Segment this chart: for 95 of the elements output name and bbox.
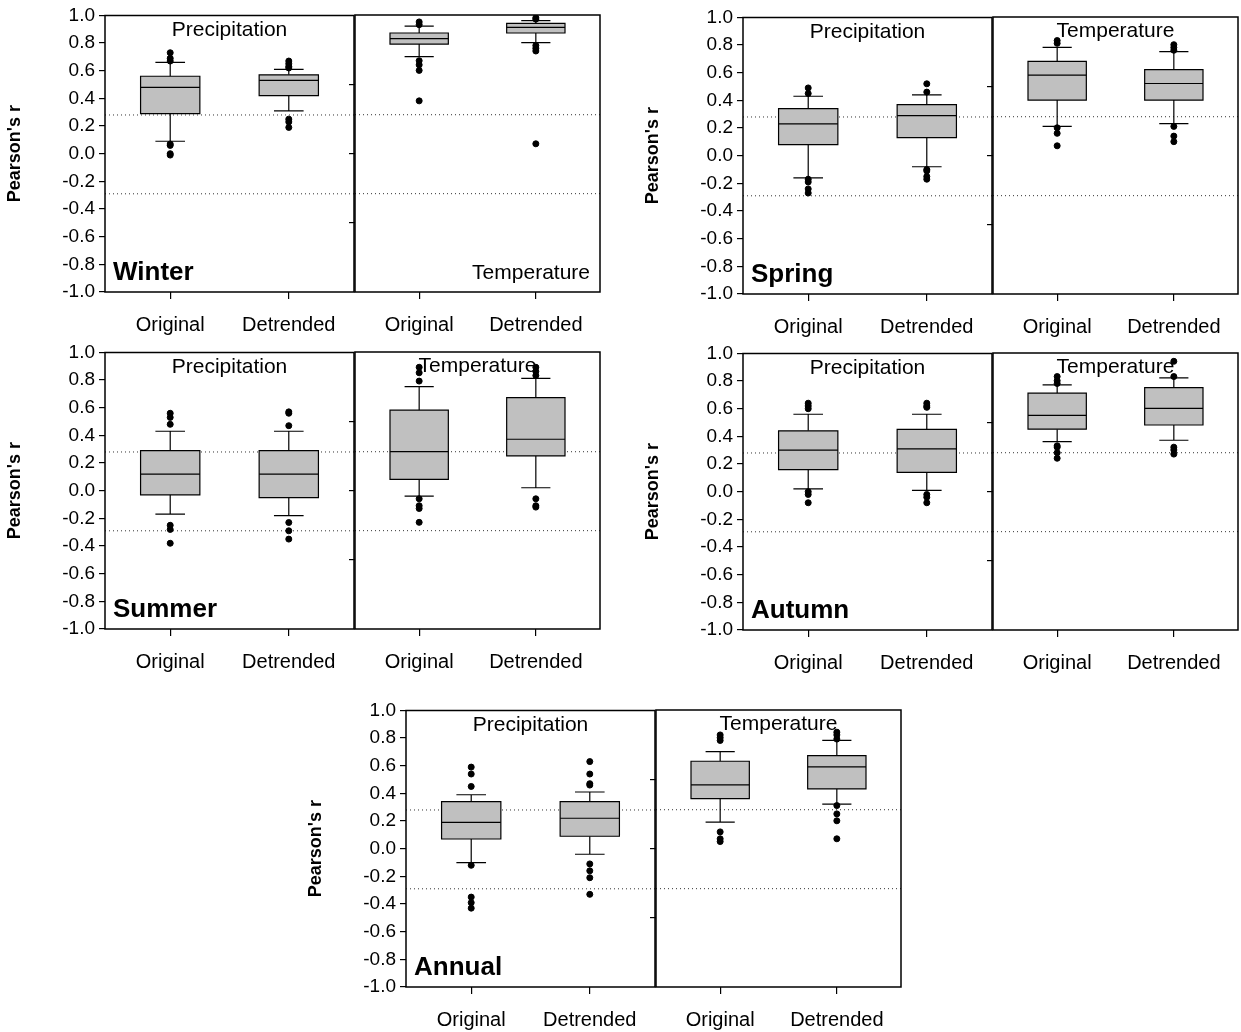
y-tick-label: -0.4 [62,197,96,219]
y-tick-label: -0.6 [700,562,733,584]
y-tick-label: -1.0 [62,617,95,639]
x-tick-label: Original [384,312,454,335]
y-tick-label: 0.2 [706,116,733,138]
x-tick-label: Detrended [242,649,336,672]
y-tick-label: -0.2 [700,507,733,529]
chart-title: Precipitation [809,18,926,42]
y-tick-label: -0.6 [700,226,733,248]
y-tick-label: -0.2 [62,506,95,528]
y-tick-label: 1.0 [706,5,733,27]
y-tick-label: 0.6 [706,60,733,82]
annotation: Spring [751,258,834,289]
x-tick-label: Original [135,649,205,672]
annotation: Autumn [751,594,850,625]
y-tick-label: 1.0 [68,340,95,362]
y-tick-label: 0.4 [706,88,734,110]
y-tick-label: -0.4 [700,535,734,557]
y-tick-label: 0.0 [706,479,733,501]
y-tick-label: -0.2 [62,169,95,191]
y-axis-title: Pearson's r [3,105,24,203]
x-tick-label: Original [773,650,843,673]
y-tick-label: 1.0 [68,3,95,25]
chart-title: Precipitation [171,353,288,377]
y-tick-label: 0.6 [706,396,733,418]
x-tick-label: Detrended [543,1007,637,1030]
y-axis-title: Pearson's r [3,442,24,540]
y-tick-label: 0.0 [706,143,733,165]
x-tick-label: Original [1022,314,1092,337]
x-tick-label: Original [436,1007,506,1030]
y-tick-label: 0.4 [369,781,397,803]
y-tick-label: -0.8 [62,589,95,611]
x-tick-label: Detrended [1127,650,1221,673]
y-tick-label: -0.6 [62,561,95,583]
text: Temperature [472,260,590,284]
x-tick-label: Original [773,314,843,337]
x-tick-label: Detrended [880,650,974,673]
y-tick-label: -0.4 [363,892,397,914]
x-tick-label: Detrended [489,312,583,335]
y-tick-label: 0.8 [706,369,733,391]
y-tick-label: -1.0 [62,280,95,302]
y-tick-label: 0.8 [369,726,396,748]
annotation: Winter [113,256,194,287]
chart-title: Temperature [719,711,838,735]
x-tick-label: Original [135,312,205,335]
chart-title: Temperature [418,353,537,377]
y-tick-label: 0.2 [706,452,733,474]
y-tick-label: -0.8 [700,590,733,612]
y-tick-label: -1.0 [700,282,733,304]
chart-title: Precipitation [171,16,288,40]
y-tick-label: 0.4 [706,424,734,446]
chart-title: Temperature [1056,354,1175,378]
y-tick-label: 1.0 [706,341,733,363]
y-tick-label: -0.8 [62,252,95,274]
y-tick-label: 0.2 [369,809,396,831]
x-tick-label: Detrended [1127,314,1221,337]
y-axis-title: Pearson's r [641,443,662,541]
y-tick-label: -0.4 [62,534,96,556]
y-tick-label: 0.4 [68,423,96,445]
annotation: Annual [414,951,503,982]
y-tick-label: 0.0 [68,478,95,500]
y-tick-label: 0.8 [706,33,733,55]
y-tick-label: 0.8 [68,368,95,390]
annotation: Summer [113,593,218,624]
y-tick-label: -0.2 [700,171,733,193]
x-tick-label: Detrended [790,1007,884,1030]
y-tick-label: 0.2 [68,114,95,136]
chart-title: Precipitation [809,354,926,378]
y-tick-label: -0.2 [363,864,396,886]
y-tick-label: 1.0 [369,698,396,720]
y-tick-label: 0.6 [68,58,95,80]
y-tick-label: -1.0 [363,975,396,997]
y-tick-label: 0.2 [68,451,95,473]
y-axis-title: Pearson's r [304,800,325,898]
y-tick-label: -0.8 [700,254,733,276]
y-tick-label: -0.8 [363,947,396,969]
x-tick-label: Original [685,1007,755,1030]
chart-title: Temperature [1056,18,1175,42]
y-tick-label: -1.0 [700,618,733,640]
y-tick-label: -0.6 [62,224,95,246]
y-tick-label: -0.4 [700,199,734,221]
y-tick-label: 0.0 [369,836,396,858]
y-tick-label: 0.8 [68,31,95,53]
chart-title: Precipitation [472,711,589,735]
y-tick-label: 0.6 [369,753,396,775]
y-axis-title: Pearson's r [641,107,662,205]
x-tick-label: Detrended [880,314,974,337]
y-tick-label: 0.0 [68,141,95,163]
y-tick-label: 0.6 [68,395,95,417]
x-tick-label: Detrended [489,649,583,672]
x-tick-label: Original [1022,650,1092,673]
y-tick-label: -0.6 [363,919,396,941]
y-tick-label: 0.4 [68,86,96,108]
x-tick-label: Original [384,649,454,672]
x-tick-label: Detrended [242,312,336,335]
